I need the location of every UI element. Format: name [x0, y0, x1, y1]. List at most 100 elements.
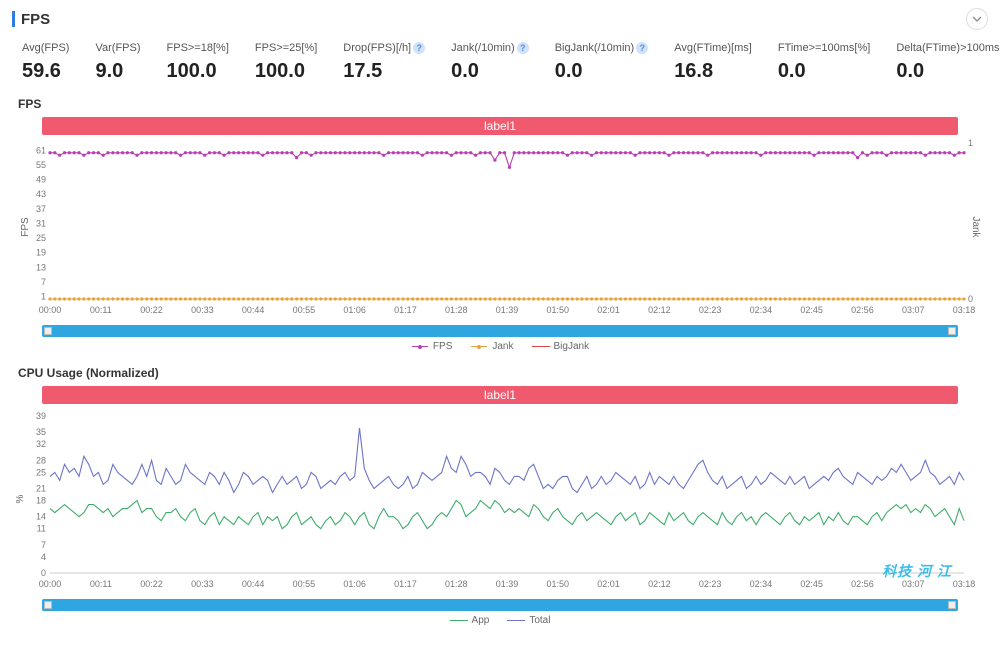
scrubber-handle-right[interactable]	[948, 601, 956, 609]
svg-text:14: 14	[36, 512, 46, 522]
svg-text:01:50: 01:50	[547, 579, 570, 589]
page-root: FPS Avg(FPS)59.6Var(FPS)9.0FPS>=18[%]100…	[0, 0, 1000, 638]
metric-2: FPS>=18[%]100.0	[167, 42, 255, 83]
svg-text:03:18: 03:18	[953, 305, 976, 315]
svg-text:19: 19	[36, 248, 46, 258]
svg-text:43: 43	[36, 189, 46, 199]
svg-text:7: 7	[41, 277, 46, 287]
svg-text:01:50: 01:50	[547, 305, 570, 315]
fps-chart[interactable]: 171319253137434955610100:0000:1100:2200:…	[18, 137, 988, 317]
cpu-label-banner: label1	[42, 386, 958, 404]
metric-value: 9.0	[95, 60, 123, 83]
svg-text:00:44: 00:44	[242, 305, 265, 315]
legend-item[interactable]: BigJank	[532, 341, 590, 352]
svg-text:00:22: 00:22	[140, 305, 163, 315]
svg-text:28: 28	[36, 455, 46, 465]
metric-value: 0.0	[778, 60, 806, 83]
cpu-legend: App Total	[12, 615, 988, 626]
legend-item[interactable]: FPS	[411, 341, 452, 352]
svg-text:49: 49	[36, 175, 46, 185]
svg-text:55: 55	[36, 160, 46, 170]
svg-text:02:34: 02:34	[750, 305, 773, 315]
scrubber-handle-right[interactable]	[948, 327, 956, 335]
help-icon[interactable]: ?	[413, 42, 425, 54]
svg-text:02:56: 02:56	[851, 305, 874, 315]
svg-text:0: 0	[968, 294, 973, 304]
svg-text:00:11: 00:11	[90, 579, 112, 589]
scrubber-handle-left[interactable]	[44, 601, 52, 609]
title-accent-bar	[12, 11, 15, 27]
metric-label: FTime>=100ms[%]	[778, 42, 871, 54]
svg-text:01:39: 01:39	[496, 579, 519, 589]
metric-value: 16.8	[674, 60, 713, 83]
metric-4: Drop(FPS)[/h]? 17.5	[343, 42, 451, 83]
metric-value: 100.0	[167, 60, 217, 83]
svg-text:02:45: 02:45	[800, 305, 823, 315]
legend-label: Total	[529, 615, 550, 626]
fps-y-left-label: FPS	[20, 217, 31, 236]
svg-text:7: 7	[41, 540, 46, 550]
metric-label: Jank(/10min)?	[451, 42, 529, 54]
metric-value: 0.0	[896, 60, 924, 83]
svg-text:35: 35	[36, 427, 46, 437]
metric-6: BigJank(/10min)?0.0	[555, 42, 674, 83]
cpu-chart[interactable]: 04711141821252832353900:0000:1100:2200:3…	[18, 406, 988, 591]
help-icon[interactable]: ?	[517, 42, 529, 54]
svg-text:37: 37	[36, 204, 46, 214]
svg-text:00:44: 00:44	[242, 579, 265, 589]
watermark-text: 科技 河 江	[882, 561, 952, 581]
svg-text:00:00: 00:00	[39, 579, 62, 589]
legend-item[interactable]: App	[450, 615, 490, 626]
fps-y-right-label: Jank	[970, 216, 981, 237]
metric-value: 17.5	[343, 60, 382, 83]
svg-text:00:11: 00:11	[90, 305, 112, 315]
svg-text:03:18: 03:18	[953, 579, 976, 589]
svg-text:21: 21	[36, 483, 46, 493]
metric-value: 0.0	[451, 60, 479, 83]
metric-label: Drop(FPS)[/h]?	[343, 42, 425, 54]
metric-5: Jank(/10min)? 0.0	[451, 42, 555, 83]
svg-text:4: 4	[41, 552, 46, 562]
metric-label: Avg(FPS)	[22, 42, 69, 54]
svg-text:02:12: 02:12	[648, 579, 671, 589]
legend-label: App	[472, 615, 490, 626]
legend-label: FPS	[433, 341, 452, 352]
svg-text:25: 25	[36, 233, 46, 243]
metric-9: Delta(FTime)>100ms[/h]?0.0	[896, 42, 1000, 83]
metric-1: Var(FPS)9.0	[95, 42, 166, 83]
svg-text:25: 25	[36, 467, 46, 477]
metric-label: Avg(FTime)[ms]	[674, 42, 752, 54]
metric-3: FPS>=25[%] 100.0	[255, 42, 343, 83]
legend-item[interactable]: Total	[507, 615, 550, 626]
help-icon[interactable]: ?	[636, 42, 648, 54]
collapse-button[interactable]	[966, 8, 988, 30]
fps-label-banner: label1	[42, 117, 958, 135]
svg-text:32: 32	[36, 439, 46, 449]
svg-text:02:01: 02:01	[597, 579, 620, 589]
metric-0: Avg(FPS)59.6	[22, 42, 95, 83]
cpu-scrubber[interactable]	[42, 599, 958, 611]
page-title: FPS	[21, 11, 50, 28]
svg-text:00:55: 00:55	[293, 579, 316, 589]
svg-text:01:17: 01:17	[394, 579, 417, 589]
fps-chart-wrap: FPS Jank 171319253137434955610100:0000:1…	[18, 137, 982, 317]
fps-legend: FPS Jank BigJank	[12, 341, 988, 352]
svg-text:00:00: 00:00	[39, 305, 62, 315]
metric-7: Avg(FTime)[ms] 16.8	[674, 42, 778, 83]
legend-label: Jank	[492, 341, 513, 352]
fps-scrubber[interactable]	[42, 325, 958, 337]
svg-text:13: 13	[36, 262, 46, 272]
legend-item[interactable]: Jank	[470, 341, 513, 352]
svg-text:02:34: 02:34	[750, 579, 773, 589]
metric-label: FPS>=25[%]	[255, 42, 317, 54]
fps-section-title: FPS	[18, 97, 988, 111]
cpu-section-title: CPU Usage (Normalized)	[18, 366, 988, 380]
metric-value: 100.0	[255, 60, 305, 83]
title-row: FPS	[12, 8, 988, 30]
svg-text:01:06: 01:06	[343, 579, 366, 589]
svg-text:11: 11	[37, 524, 46, 534]
svg-text:01:06: 01:06	[343, 305, 366, 315]
svg-text:0: 0	[41, 568, 46, 578]
cpu-y-left-label: %	[15, 494, 26, 503]
scrubber-handle-left[interactable]	[44, 327, 52, 335]
